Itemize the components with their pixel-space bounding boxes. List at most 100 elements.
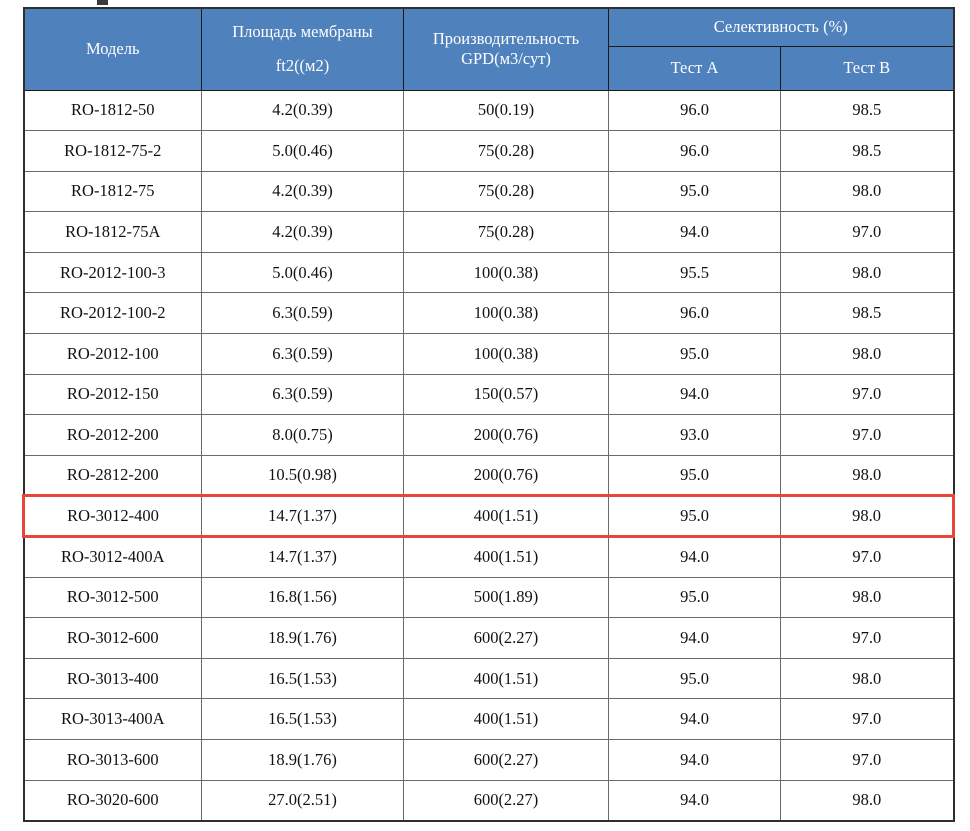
table-row: RO-2012-100-2 6.3(0.59) 100(0.38) 96.0 98.5 xyxy=(23,292,955,335)
cell-test-a: 96.0 xyxy=(608,89,781,132)
header-selectivity: Селективность (%) xyxy=(607,7,955,47)
cell-area: 27.0(2.51) xyxy=(201,779,404,822)
cell-test-a: 94.0 xyxy=(608,617,781,659)
cell-test-b: 97.0 xyxy=(779,617,955,659)
table-row: RO-2012-100-3 5.0(0.46) 100(0.38) 95.5 98.0 xyxy=(23,251,955,294)
cell-test-a: 94.0 xyxy=(608,536,781,578)
table-row: RO-3012-600 18.9(1.76) 600(2.27) 94.0 97.0 xyxy=(23,617,955,659)
cell-test-a: 95.0 xyxy=(608,170,781,213)
cell-model: RO-2012-100 xyxy=(23,333,202,375)
membrane-spec-table: Модель Площадь мембраны ft2((м2) Произво… xyxy=(22,7,956,822)
table-body: RO-1812-50 4.2(0.39) 50(0.19) 96.0 98.5 RO-18… xyxy=(22,89,956,822)
cell-test-b: 98.5 xyxy=(779,130,955,172)
cell-test-a: 95.5 xyxy=(608,251,781,294)
cell-gpd: 200(0.76) xyxy=(403,454,609,497)
cell-area: 16.8(1.56) xyxy=(201,576,404,619)
cell-test-b: 98.0 xyxy=(779,779,955,822)
table-header: Модель Площадь мембраны ft2((м2) Произво… xyxy=(23,7,955,91)
cell-test-a: 94.0 xyxy=(608,698,781,740)
header-membrane-area-line1: Площадь мембраны xyxy=(232,21,373,41)
cell-test-a: 95.0 xyxy=(608,576,781,619)
table-row: RO-3012-400A 14.7(1.37) 400(1.51) 94.0 97.0 xyxy=(23,536,955,578)
cell-gpd: 500(1.89) xyxy=(403,576,609,619)
cell-test-b: 97.0 xyxy=(779,698,955,740)
header-productivity-line1: Производительность xyxy=(432,28,580,48)
table-row: RO-1812-75-2 5.0(0.46) 75(0.28) 96.0 98.5 xyxy=(23,130,955,172)
table-row: RO-3013-600 18.9(1.76) 600(2.27) 94.0 97.0 xyxy=(23,739,955,781)
cell-test-b: 98.0 xyxy=(779,170,955,213)
cell-area: 4.2(0.39) xyxy=(201,211,404,253)
table-row: RO-2012-200 8.0(0.75) 200(0.76) 93.0 97.0 xyxy=(23,414,955,456)
cell-gpd: 150(0.57) xyxy=(403,373,609,416)
cell-test-a: 94.0 xyxy=(608,211,781,253)
cell-gpd: 75(0.28) xyxy=(403,130,609,172)
cell-test-b: 98.0 xyxy=(779,657,955,700)
header-membrane-area: Площадь мембраны ft2((м2) xyxy=(201,7,404,91)
header-productivity: Производительность GPD(м3/сут) xyxy=(403,7,609,91)
cell-test-a: 94.0 xyxy=(608,373,781,416)
cell-area: 5.0(0.46) xyxy=(201,251,404,294)
cell-model: RO-2812-200 xyxy=(23,454,202,497)
cell-gpd: 75(0.28) xyxy=(403,170,609,213)
cell-test-a: 96.0 xyxy=(608,130,781,172)
cell-area: 18.9(1.76) xyxy=(201,739,404,781)
cell-model: RO-1812-75-2 xyxy=(23,130,202,172)
cell-test-b: 98.0 xyxy=(779,494,956,539)
cell-area: 10.5(0.98) xyxy=(201,454,404,497)
cell-gpd: 75(0.28) xyxy=(403,211,609,253)
cell-model: RO-1812-75A xyxy=(23,211,202,253)
cell-gpd: 600(2.27) xyxy=(403,779,609,822)
cell-area: 14.7(1.37) xyxy=(201,494,404,539)
cell-test-a: 95.0 xyxy=(608,657,781,700)
cell-gpd: 400(1.51) xyxy=(403,698,609,740)
cell-area: 6.3(0.59) xyxy=(201,373,404,416)
cell-model: RO-3013-400A xyxy=(23,698,202,740)
cell-test-a: 95.0 xyxy=(608,454,781,497)
cell-model: RO-1812-50 xyxy=(23,89,202,132)
cell-model: RO-3012-500 xyxy=(23,576,202,619)
header-productivity-line2: GPD(м3/сут) xyxy=(461,48,551,68)
cell-model: RO-2012-150 xyxy=(23,373,202,416)
cell-area: 18.9(1.76) xyxy=(201,617,404,659)
header-test-b: Тест B xyxy=(779,45,955,91)
cell-area: 4.2(0.39) xyxy=(201,89,404,132)
cell-model: RO-3013-400 xyxy=(23,657,202,700)
cell-area: 6.3(0.59) xyxy=(201,333,404,375)
cell-test-b: 98.0 xyxy=(779,251,955,294)
table-row: RO-2012-150 6.3(0.59) 150(0.57) 94.0 97.0 xyxy=(23,373,955,416)
cell-test-b: 97.0 xyxy=(779,739,955,781)
table-row: RO-3013-400A 16.5(1.53) 400(1.51) 94.0 97.0 xyxy=(23,698,955,740)
table-row-highlighted: RO-3012-400 14.7(1.37) 400(1.51) 95.0 98.0 xyxy=(22,494,956,539)
cell-model: RO-2012-100-3 xyxy=(23,251,202,294)
cell-area: 16.5(1.53) xyxy=(201,698,404,740)
table-row: RO-2012-100 6.3(0.59) 100(0.38) 95.0 98.0 xyxy=(23,333,955,375)
cell-model: RO-3012-600 xyxy=(23,617,202,659)
cell-gpd: 100(0.38) xyxy=(403,251,609,294)
cell-test-b: 98.0 xyxy=(779,576,955,619)
table-row: RO-1812-75A 4.2(0.39) 75(0.28) 94.0 97.0 xyxy=(23,211,955,253)
cell-test-b: 98.0 xyxy=(779,454,955,497)
table-row: RO-3020-600 27.0(2.51) 600(2.27) 94.0 98.0 xyxy=(23,779,955,822)
cell-area: 8.0(0.75) xyxy=(201,414,404,456)
cell-test-b: 98.5 xyxy=(779,89,955,132)
header-membrane-area-line2: ft2((м2) xyxy=(275,55,330,75)
cell-gpd: 400(1.51) xyxy=(403,536,609,578)
cell-test-a: 95.0 xyxy=(608,333,781,375)
cell-gpd: 600(2.27) xyxy=(403,739,609,781)
table-row: RO-1812-75 4.2(0.39) 75(0.28) 95.0 98.0 xyxy=(23,170,955,213)
cell-area: 14.7(1.37) xyxy=(201,536,404,578)
cell-gpd: 400(1.51) xyxy=(403,657,609,700)
header-test-a: Тест A xyxy=(608,45,781,91)
cell-gpd: 100(0.38) xyxy=(403,333,609,375)
cell-model: RO-2012-200 xyxy=(23,414,202,456)
cell-test-b: 97.0 xyxy=(779,211,955,253)
cell-area: 16.5(1.53) xyxy=(201,657,404,700)
cell-test-a: 96.0 xyxy=(608,292,781,335)
cell-gpd: 400(1.51) xyxy=(403,494,609,539)
table-row: RO-2812-200 10.5(0.98) 200(0.76) 95.0 98.0 xyxy=(23,454,955,497)
cell-test-b: 98.5 xyxy=(779,292,955,335)
cell-test-b: 97.0 xyxy=(779,373,955,416)
cell-gpd: 200(0.76) xyxy=(403,414,609,456)
table-row: RO-1812-50 4.2(0.39) 50(0.19) 96.0 98.5 xyxy=(23,89,955,132)
